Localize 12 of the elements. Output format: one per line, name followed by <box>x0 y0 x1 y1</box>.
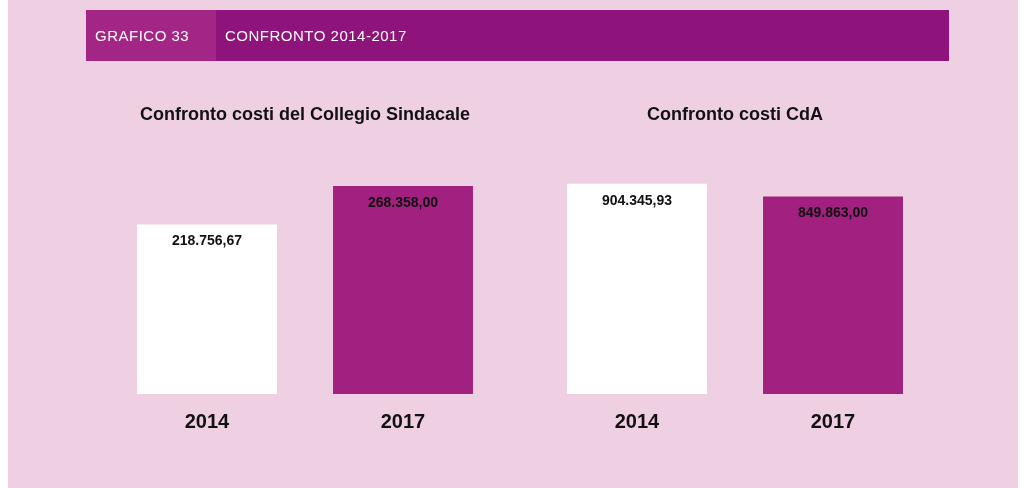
data-label: 849.863,00 <box>797 204 869 221</box>
data-label: 218.756,67 <box>171 232 243 249</box>
x-tick-label: 2017 <box>380 409 426 432</box>
text: GRAFICO 33 <box>95 27 190 44</box>
x-tick-label: 2017 <box>810 409 856 432</box>
data-label: 904.345,93 <box>601 191 673 208</box>
data-label: 268.358,00 <box>367 193 439 210</box>
chart-title: Confronto costi del Collegio Sindacale <box>139 103 471 124</box>
text: CONFRONTO 2014-2017 <box>225 27 407 44</box>
chart-title: Confronto costi CdA <box>647 103 823 124</box>
x-tick-label: 2014 <box>184 409 231 432</box>
x-tick-label: 2014 <box>614 409 661 432</box>
